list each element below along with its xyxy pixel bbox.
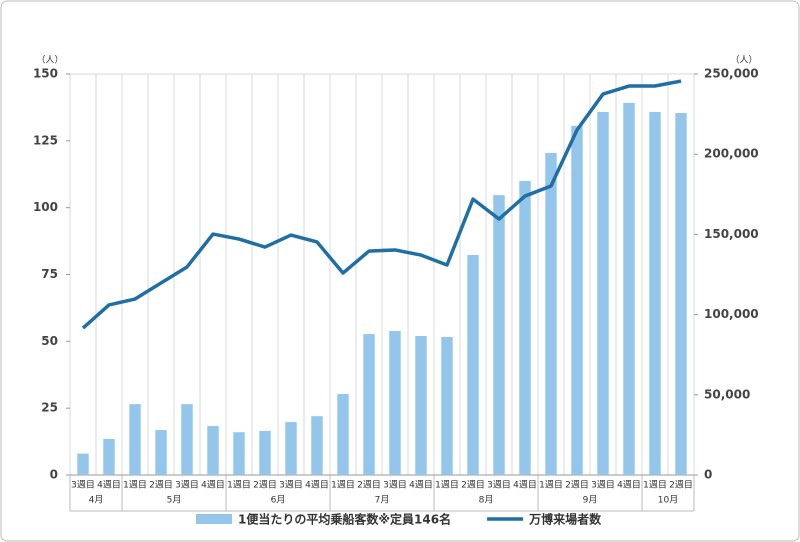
x-tick-label: 2週目 bbox=[357, 480, 381, 491]
x-tick-label: 1週目 bbox=[331, 480, 355, 491]
y-tick-label: 100 bbox=[33, 200, 58, 214]
x-tick-label: 4週目 bbox=[513, 480, 537, 491]
x-tick-label: 4週目 bbox=[617, 480, 641, 491]
x-tick-label: 4週目 bbox=[201, 480, 225, 491]
x-tick-label: 3週目 bbox=[383, 480, 407, 491]
bar bbox=[597, 111, 609, 475]
group-label: 7月 bbox=[375, 495, 390, 506]
y2-tick-label: 0 bbox=[704, 468, 712, 482]
y-tick-label: 150 bbox=[33, 67, 58, 81]
bar bbox=[259, 430, 271, 475]
bar bbox=[675, 113, 687, 475]
x-tick-label: 3週目 bbox=[591, 480, 615, 491]
bar bbox=[363, 334, 375, 475]
y2-tick-label: 200,000 bbox=[704, 147, 759, 161]
bar bbox=[233, 432, 245, 475]
x-tick-label: 1週目 bbox=[123, 480, 147, 491]
y2-tick-label: 150,000 bbox=[704, 227, 759, 241]
bar bbox=[571, 125, 583, 475]
x-tick-label: 4週目 bbox=[305, 480, 329, 491]
x-tick-label: 3週目 bbox=[279, 480, 303, 491]
y-tick-label: 50 bbox=[41, 334, 58, 348]
group-label: 10月 bbox=[658, 495, 678, 506]
bar bbox=[415, 335, 427, 475]
x-tick-label: 3週目 bbox=[175, 480, 199, 491]
x-tick-label: 1週目 bbox=[539, 480, 563, 491]
bar bbox=[519, 180, 531, 475]
bar bbox=[285, 422, 297, 475]
legend-swatch bbox=[196, 514, 232, 524]
legend-label: 1便当たりの平均乗船客数※定員146名 bbox=[238, 512, 451, 527]
x-tick-label: 2週目 bbox=[669, 480, 693, 491]
y-tick-label: 0 bbox=[50, 468, 58, 482]
bar bbox=[467, 254, 479, 475]
y-tick-label: 75 bbox=[41, 267, 58, 281]
bar bbox=[103, 438, 115, 475]
bar bbox=[77, 453, 89, 475]
group-label: 6月 bbox=[271, 495, 286, 506]
legend-label: 万博来場者数 bbox=[528, 512, 602, 527]
x-tick-label: 2週目 bbox=[461, 480, 485, 491]
bar bbox=[207, 426, 219, 475]
y-tick-label: 125 bbox=[33, 133, 58, 147]
bar bbox=[129, 404, 141, 475]
line bbox=[81, 79, 682, 330]
bar bbox=[311, 416, 323, 475]
x-tick-label: 3週目 bbox=[71, 480, 95, 491]
x-tick-label: 2週目 bbox=[565, 480, 589, 491]
y2-tick-label: 50,000 bbox=[704, 387, 750, 401]
x-tick-label: 1週目 bbox=[227, 480, 251, 491]
bar bbox=[441, 337, 453, 475]
y2-tick-label: 250,000 bbox=[704, 67, 759, 81]
y2-tick-label: 100,000 bbox=[704, 307, 759, 321]
x-tick-label: 1週目 bbox=[435, 480, 459, 491]
bar bbox=[649, 111, 661, 475]
x-tick-label: 4週目 bbox=[409, 480, 433, 491]
bar bbox=[623, 102, 635, 475]
group-label: 8月 bbox=[479, 495, 494, 506]
bar bbox=[545, 152, 557, 475]
bar bbox=[389, 330, 401, 475]
x-tick-label: 1週目 bbox=[643, 480, 667, 491]
y2-unit: （人） bbox=[730, 55, 757, 66]
group-label: 5月 bbox=[167, 495, 182, 506]
y-tick-label: 25 bbox=[41, 401, 58, 415]
x-tick-label: 3週目 bbox=[487, 480, 511, 491]
bar bbox=[181, 404, 193, 475]
x-tick-label: 2週目 bbox=[149, 480, 173, 491]
bar bbox=[155, 430, 167, 475]
group-label: 9月 bbox=[583, 495, 598, 506]
group-label: 4月 bbox=[89, 495, 104, 506]
y-unit: （人） bbox=[36, 55, 63, 66]
bar bbox=[337, 393, 349, 475]
x-tick-label: 4週目 bbox=[97, 480, 121, 491]
bar bbox=[493, 195, 505, 476]
x-tick-label: 2週目 bbox=[253, 480, 277, 491]
